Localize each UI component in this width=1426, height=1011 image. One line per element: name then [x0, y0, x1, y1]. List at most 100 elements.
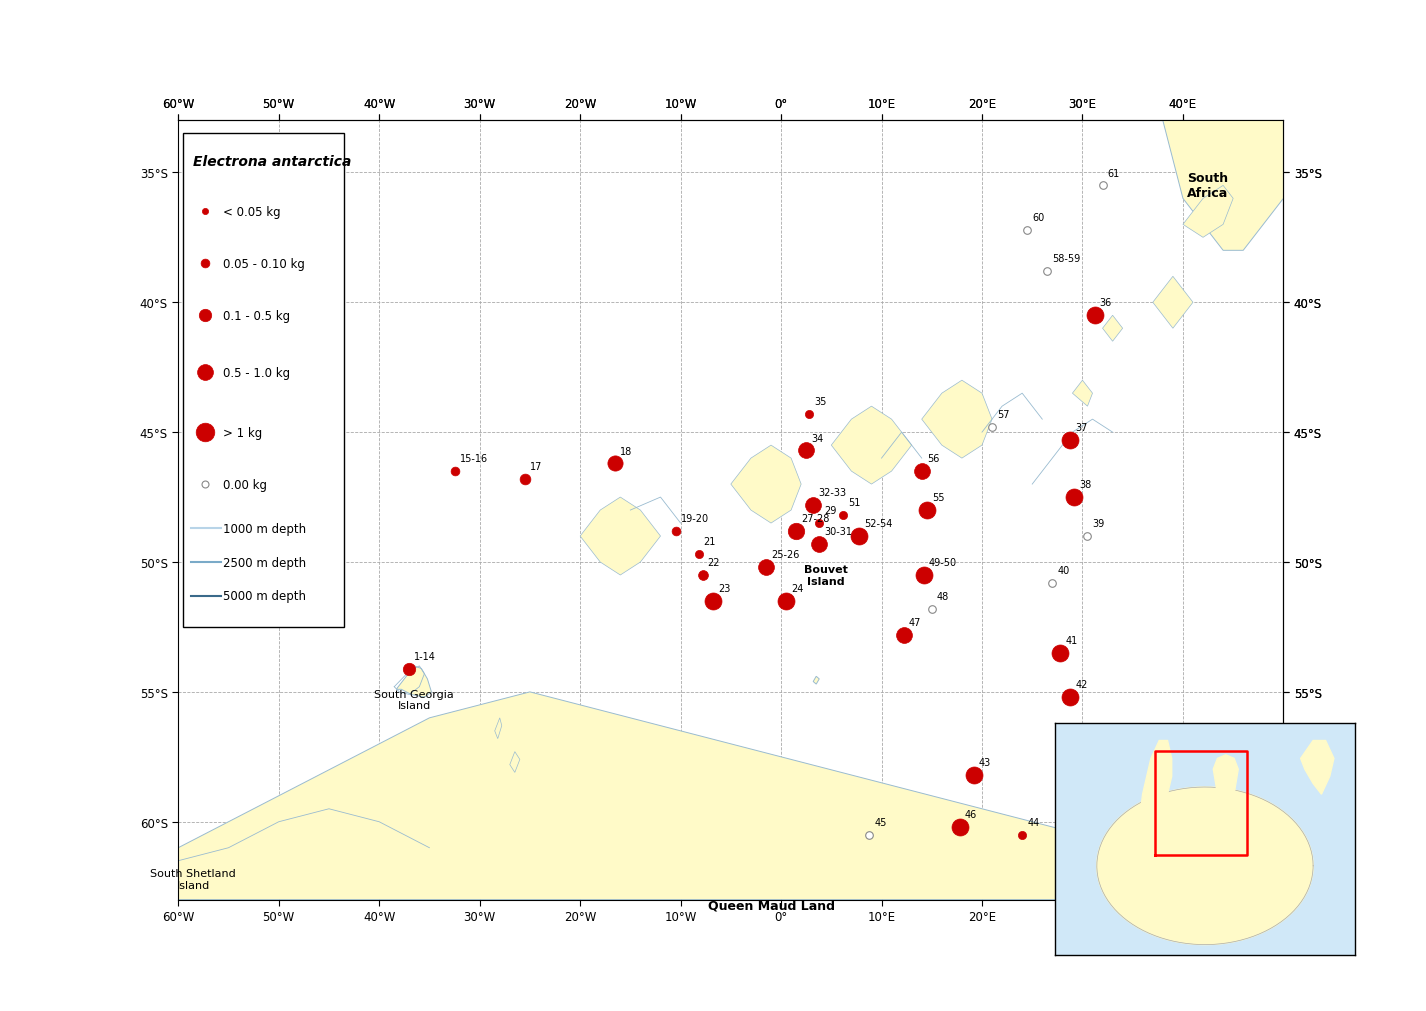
- Bar: [184, 134, 344, 627]
- Text: 19-20: 19-20: [680, 514, 709, 524]
- Text: 55: 55: [931, 492, 944, 502]
- Point: [513, 471, 536, 487]
- Polygon shape: [1184, 186, 1233, 239]
- Point: [194, 425, 217, 441]
- Text: 45: 45: [874, 817, 887, 827]
- Text: 29: 29: [824, 506, 837, 516]
- Text: South Georgia
Island: South Georgia Island: [375, 690, 455, 711]
- Text: 56: 56: [927, 454, 940, 464]
- Text: 58-59: 58-59: [1052, 254, 1081, 264]
- Text: 60: 60: [1032, 212, 1044, 222]
- Text: 0.5 - 1.0 kg: 0.5 - 1.0 kg: [224, 367, 291, 379]
- Text: 25-26: 25-26: [771, 550, 800, 560]
- Polygon shape: [511, 752, 520, 772]
- Point: [194, 476, 217, 492]
- Point: [194, 256, 217, 272]
- Point: [807, 536, 830, 552]
- Point: [665, 524, 687, 540]
- Text: 17: 17: [530, 462, 542, 472]
- Polygon shape: [580, 497, 660, 575]
- Point: [1091, 178, 1114, 194]
- Point: [893, 627, 915, 643]
- Text: 34: 34: [811, 433, 823, 443]
- Point: [1084, 307, 1107, 324]
- Point: [1011, 827, 1034, 843]
- Text: 52-54: 52-54: [864, 519, 893, 529]
- Point: [1035, 264, 1058, 280]
- Point: [848, 529, 871, 545]
- Polygon shape: [1138, 741, 1172, 837]
- Point: [687, 547, 710, 563]
- Point: [1041, 575, 1064, 591]
- Point: [858, 827, 881, 843]
- Point: [692, 567, 714, 583]
- Text: 61: 61: [1108, 169, 1119, 178]
- Text: 30-31: 30-31: [824, 527, 853, 537]
- Text: 41: 41: [1065, 636, 1078, 645]
- Point: [913, 567, 935, 583]
- Point: [702, 593, 724, 610]
- Point: [194, 204, 217, 220]
- Text: 5000 m depth: 5000 m depth: [224, 589, 307, 603]
- Text: 1000 m depth: 1000 m depth: [224, 523, 307, 535]
- Point: [754, 559, 777, 575]
- Point: [443, 464, 466, 480]
- Point: [948, 819, 971, 835]
- Text: 1-14: 1-14: [415, 651, 436, 661]
- Text: Bouvet
Island: Bouvet Island: [804, 564, 848, 586]
- Text: 46: 46: [965, 810, 977, 819]
- Text: 2500 m depth: 2500 m depth: [224, 556, 307, 569]
- Text: 23: 23: [717, 583, 730, 593]
- Text: 42: 42: [1075, 679, 1088, 690]
- Text: 32-33: 32-33: [819, 487, 847, 497]
- Point: [1060, 433, 1082, 449]
- Text: 44: 44: [1027, 817, 1040, 827]
- Point: [194, 365, 217, 381]
- Text: 15-16: 15-16: [459, 454, 488, 464]
- Text: 51: 51: [848, 498, 861, 508]
- Point: [797, 406, 820, 423]
- Polygon shape: [813, 676, 819, 684]
- Polygon shape: [178, 693, 1283, 900]
- Point: [1060, 690, 1082, 706]
- Point: [398, 661, 421, 677]
- Polygon shape: [921, 381, 992, 459]
- Text: 35: 35: [814, 396, 827, 406]
- Point: [1062, 489, 1085, 506]
- Text: < 0.05 kg: < 0.05 kg: [224, 205, 281, 218]
- Point: [915, 502, 938, 519]
- Text: 38: 38: [1079, 480, 1092, 489]
- Polygon shape: [732, 446, 801, 524]
- Text: 48: 48: [937, 591, 950, 602]
- Text: 39: 39: [1092, 519, 1105, 529]
- Point: [910, 464, 933, 480]
- Text: 27-28: 27-28: [801, 514, 830, 524]
- Polygon shape: [1152, 277, 1194, 329]
- Polygon shape: [1072, 381, 1092, 406]
- Text: 0.00 kg: 0.00 kg: [224, 478, 268, 491]
- Text: 43: 43: [980, 757, 991, 767]
- Point: [831, 508, 854, 524]
- Polygon shape: [396, 666, 432, 698]
- Point: [801, 497, 824, 514]
- Text: 47: 47: [908, 618, 921, 627]
- Text: Electrona antarctica: Electrona antarctica: [194, 155, 352, 169]
- Text: 37: 37: [1075, 423, 1088, 433]
- Point: [1077, 529, 1099, 545]
- Text: 49-50: 49-50: [928, 558, 957, 567]
- Point: [603, 456, 626, 472]
- Text: 22: 22: [707, 558, 720, 567]
- Polygon shape: [495, 718, 502, 739]
- Polygon shape: [1097, 788, 1313, 944]
- Polygon shape: [1162, 121, 1283, 251]
- Polygon shape: [1102, 315, 1122, 342]
- Point: [981, 420, 1004, 436]
- Text: Queen Maud Land: Queen Maud Land: [707, 899, 834, 912]
- Text: > 1 kg: > 1 kg: [224, 427, 262, 439]
- Text: 0.1 - 0.5 kg: 0.1 - 0.5 kg: [224, 309, 291, 323]
- Point: [963, 767, 985, 784]
- Point: [807, 516, 830, 532]
- Point: [774, 593, 797, 610]
- Text: 36: 36: [1099, 298, 1112, 308]
- Point: [784, 524, 807, 540]
